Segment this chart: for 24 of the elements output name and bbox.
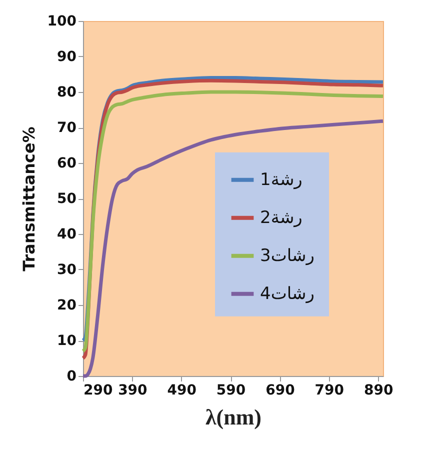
- y-tick-label: 0: [66, 368, 77, 384]
- x-tick-label: 390: [118, 382, 148, 398]
- x-tick-label: 290: [84, 382, 113, 398]
- legend-label: رشات3: [260, 246, 314, 266]
- x-tick-label: 590: [216, 382, 246, 398]
- legend-label: رشة2: [260, 208, 302, 228]
- y-tick-label: 30: [57, 262, 77, 278]
- y-tick-label: 100: [47, 14, 77, 30]
- y-tick-label: 20: [57, 298, 77, 314]
- y-tick-label: 90: [57, 49, 77, 65]
- x-tick-label: 490: [167, 382, 197, 398]
- y-tick-label: 70: [57, 120, 77, 136]
- x-axis-title: λ(nm): [205, 404, 262, 430]
- x-tick-label: 690: [266, 382, 296, 398]
- y-axis-title: Transmittance%: [19, 126, 38, 272]
- y-tick-label: 10: [57, 333, 77, 349]
- y-tick-label: 80: [57, 84, 77, 100]
- y-tick-label: 40: [57, 226, 77, 242]
- y-tick-label: 60: [57, 156, 77, 172]
- legend-label: رشات4: [260, 284, 314, 304]
- y-tick-label: 50: [57, 191, 77, 207]
- x-tick-label: 790: [314, 382, 344, 398]
- x-tick-label: 890: [364, 382, 394, 398]
- legend-label: رشة1: [260, 170, 302, 190]
